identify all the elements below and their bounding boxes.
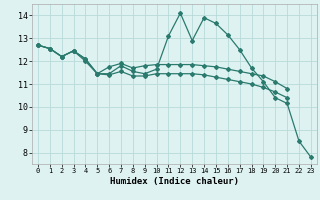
X-axis label: Humidex (Indice chaleur): Humidex (Indice chaleur)	[110, 177, 239, 186]
